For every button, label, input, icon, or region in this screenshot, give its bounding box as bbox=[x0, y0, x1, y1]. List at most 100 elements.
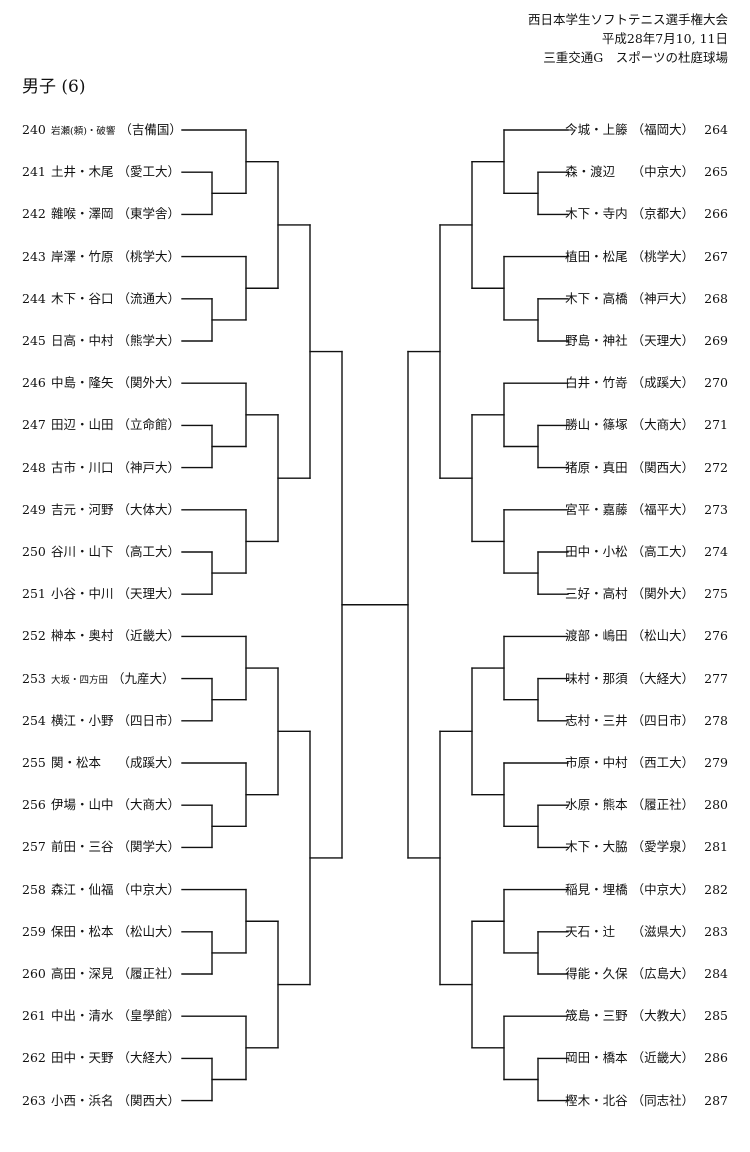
entry-num: 272 bbox=[704, 459, 728, 475]
entry-names: 雜喉・澤岡 bbox=[51, 206, 114, 222]
entry-num: 246 bbox=[22, 375, 46, 391]
right-entry: 猪原・真田 （関西大） 272 bbox=[565, 460, 728, 476]
entry-school: （大商大） bbox=[631, 417, 695, 433]
left-entry: 252 榊本・奥村 （近畿大） bbox=[22, 628, 180, 644]
entry-school: （東学舎） bbox=[117, 206, 181, 222]
entry-school: （流通大） bbox=[117, 290, 181, 306]
entry-num: 255 bbox=[22, 755, 46, 770]
right-entry: 岡田・橋本 （近畿大） 286 bbox=[565, 1050, 728, 1066]
entry-names: 谷川・山下 bbox=[51, 544, 114, 559]
entry-names: 横江・小野 bbox=[51, 712, 114, 728]
entry-school: （熊学大） bbox=[117, 333, 181, 348]
entry-num: 282 bbox=[704, 881, 728, 897]
entry-num: 281 bbox=[704, 839, 728, 855]
entry-num: 279 bbox=[704, 755, 728, 770]
entry-names: 田中・天野 bbox=[51, 1050, 114, 1066]
entry-num: 257 bbox=[22, 839, 46, 855]
entry-names: 中出・清水 bbox=[51, 1008, 114, 1024]
entry-num: 283 bbox=[704, 923, 728, 939]
entry-names: 宮平・嘉藤 bbox=[565, 501, 628, 517]
entry-names: 田辺・山田 bbox=[51, 417, 114, 433]
left-entry: 249 吉元・河野 （大体大） bbox=[22, 502, 180, 518]
right-entry: 木下・寺内 （京都大） 266 bbox=[565, 206, 728, 222]
entry-num: 250 bbox=[22, 544, 46, 559]
entry-school: （福岡大） bbox=[631, 122, 695, 137]
entry-names: 小谷・中川 bbox=[51, 586, 114, 602]
entry-num: 275 bbox=[704, 586, 728, 602]
entry-school: （成蹊大） bbox=[117, 755, 181, 770]
entry-num: 243 bbox=[22, 248, 46, 264]
left-entry: 262 田中・天野 （大経大） bbox=[22, 1050, 180, 1066]
left-entry: 255 関・松本 （成蹊大） bbox=[22, 755, 180, 771]
entry-names: 中島・隆矢 bbox=[51, 375, 114, 391]
division-title: 男子 (6) bbox=[22, 77, 86, 97]
right-entry: 今城・上籐 （福岡大） 264 bbox=[565, 122, 728, 138]
entry-num: 274 bbox=[704, 544, 728, 559]
right-entry: 勝山・篠塚 （大商大） 271 bbox=[565, 417, 728, 433]
entry-names: 植田・松尾 bbox=[565, 248, 628, 264]
right-entry: 稲見・埋橋 （中京大） 282 bbox=[565, 882, 728, 898]
entry-school: （愛学泉） bbox=[631, 839, 695, 855]
entry-school: （関外大） bbox=[117, 375, 181, 391]
entry-school: （広島大） bbox=[631, 966, 695, 981]
entry-school: （関西大） bbox=[117, 1092, 181, 1108]
entry-school: （高工大） bbox=[117, 544, 181, 559]
entry-names: 味村・那須 bbox=[565, 670, 628, 686]
entry-school: （同志社） bbox=[631, 1092, 695, 1108]
entry-names: 白井・竹嵜 bbox=[565, 375, 628, 391]
entry-num: 241 bbox=[22, 164, 46, 180]
left-entry: 248 古市・川口 （神戸大） bbox=[22, 460, 180, 476]
entry-school: （四日市） bbox=[631, 712, 695, 728]
entry-names: 得能・久保 bbox=[565, 966, 628, 981]
left-entry: 245 日高・中村 （熊学大） bbox=[22, 333, 180, 349]
entry-names: 今城・上籐 bbox=[565, 122, 628, 137]
entry-num: 249 bbox=[22, 501, 46, 517]
right-entry: 市原・中村 （西工大） 279 bbox=[565, 755, 728, 771]
right-entry: 水原・熊本 （履正社） 280 bbox=[565, 797, 728, 813]
entry-num: 263 bbox=[22, 1092, 46, 1108]
entry-school: （神戸大） bbox=[117, 459, 181, 475]
tournament-title: 西日本学生ソフトテニス選手権大会 bbox=[527, 12, 728, 27]
entry-names: 水原・熊本 bbox=[565, 797, 628, 813]
entry-num: 244 bbox=[22, 290, 46, 306]
entry-num: 253 bbox=[22, 670, 46, 686]
entry-num: 271 bbox=[704, 417, 728, 433]
entry-school: （立命館） bbox=[117, 417, 181, 433]
entry-num: 245 bbox=[22, 333, 46, 348]
entry-num: 256 bbox=[22, 797, 46, 813]
left-entry: 247 田辺・山田 （立命館） bbox=[22, 417, 180, 433]
entry-school: （関西大） bbox=[631, 459, 695, 475]
entry-school: （中京大） bbox=[631, 881, 695, 897]
entry-school: （神戸大） bbox=[631, 290, 695, 306]
entry-num: 278 bbox=[704, 712, 728, 728]
left-entry: 244 木下・谷口 （流通大） bbox=[22, 291, 180, 307]
entry-num: 261 bbox=[22, 1008, 46, 1024]
entry-num: 251 bbox=[22, 586, 46, 602]
right-entry: 志村・三井 （四日市） 278 bbox=[565, 713, 728, 729]
entry-num: 264 bbox=[704, 122, 728, 137]
entry-school: （愛工大） bbox=[117, 164, 181, 180]
entry-school: （近畿大） bbox=[117, 628, 181, 644]
entry-names: 榊本・奥村 bbox=[51, 628, 114, 644]
left-entry: 260 高田・深見 （履正社） bbox=[22, 966, 180, 982]
entry-names: 野島・神社 bbox=[565, 333, 628, 348]
entry-names: 岡田・橋本 bbox=[565, 1050, 628, 1066]
entry-names: 古市・川口 bbox=[51, 459, 114, 475]
entry-names: 関・松本 bbox=[51, 755, 114, 770]
left-entry: 263 小西・浜名 （関西大） bbox=[22, 1093, 180, 1109]
entry-names: 森・渡辺 bbox=[565, 164, 628, 180]
entry-names: 勝山・篠塚 bbox=[565, 417, 628, 433]
entry-names: 土井・木尾 bbox=[51, 164, 114, 180]
entry-school: （福平大） bbox=[631, 501, 695, 517]
entry-names: 田中・小松 bbox=[565, 544, 628, 559]
left-entry: 259 保田・松本 （松山大） bbox=[22, 924, 180, 940]
entry-names: 木下・高橋 bbox=[565, 290, 628, 306]
entry-names: 筬島・三野 bbox=[565, 1008, 628, 1024]
entry-school: （高工大） bbox=[631, 544, 695, 559]
entry-num: 259 bbox=[22, 923, 46, 939]
entry-school: （履正社） bbox=[117, 966, 181, 981]
entry-num: 266 bbox=[704, 206, 728, 222]
entry-names: 岩瀬(頼)・破響 bbox=[51, 126, 116, 137]
entry-num: 280 bbox=[704, 797, 728, 813]
